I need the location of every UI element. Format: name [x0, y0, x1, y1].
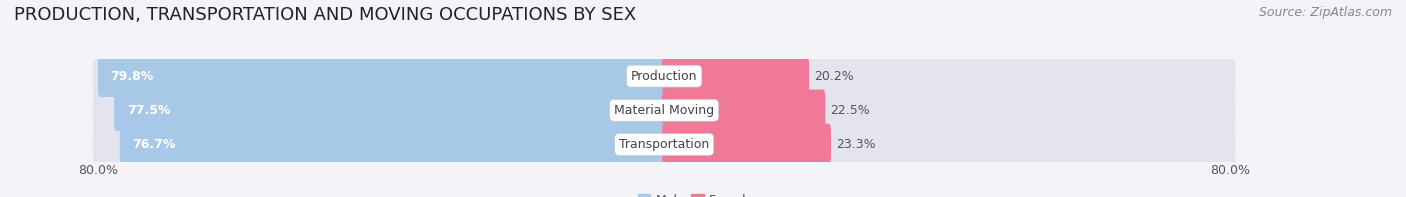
Text: 23.3%: 23.3%: [837, 138, 876, 151]
FancyBboxPatch shape: [98, 55, 666, 97]
Text: Material Moving: Material Moving: [614, 104, 714, 117]
Text: 20.2%: 20.2%: [814, 70, 853, 83]
FancyBboxPatch shape: [93, 55, 1236, 97]
FancyBboxPatch shape: [114, 89, 666, 131]
FancyBboxPatch shape: [93, 89, 1236, 131]
FancyBboxPatch shape: [662, 89, 825, 131]
Text: 79.8%: 79.8%: [111, 70, 153, 83]
Text: Source: ZipAtlas.com: Source: ZipAtlas.com: [1258, 6, 1392, 19]
Text: 77.5%: 77.5%: [127, 104, 170, 117]
FancyBboxPatch shape: [93, 124, 1236, 165]
FancyBboxPatch shape: [120, 124, 666, 165]
Legend: Male, Female: Male, Female: [633, 189, 759, 197]
FancyBboxPatch shape: [662, 124, 831, 165]
FancyBboxPatch shape: [662, 55, 808, 97]
Text: Transportation: Transportation: [619, 138, 709, 151]
Text: PRODUCTION, TRANSPORTATION AND MOVING OCCUPATIONS BY SEX: PRODUCTION, TRANSPORTATION AND MOVING OC…: [14, 6, 637, 24]
Text: Production: Production: [631, 70, 697, 83]
Text: 76.7%: 76.7%: [132, 138, 176, 151]
Text: 22.5%: 22.5%: [831, 104, 870, 117]
